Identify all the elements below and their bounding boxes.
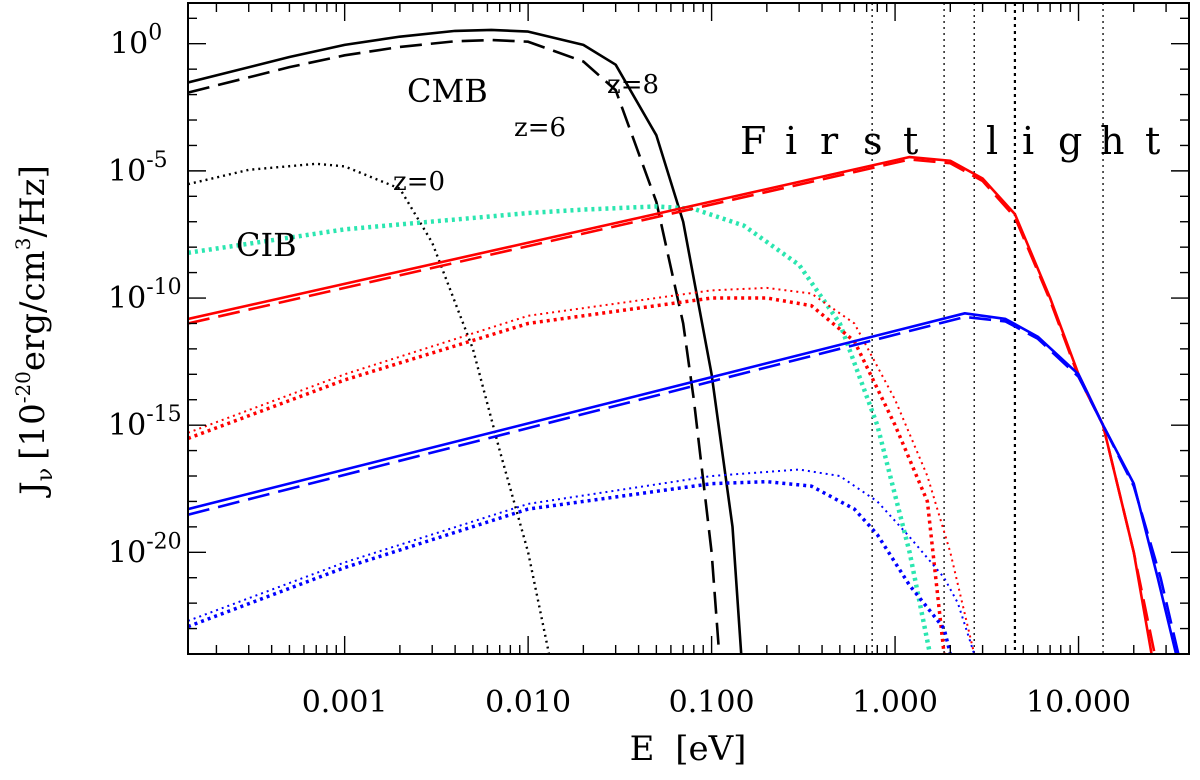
y-axis-exponent: -20 xyxy=(11,371,35,403)
ticks xyxy=(188,3,1190,655)
series-line xyxy=(188,204,933,654)
first-light-letter: l xyxy=(986,119,998,163)
y-tick-label: 100 xyxy=(110,21,162,62)
y-tick-label: 10-5 xyxy=(108,148,168,189)
series-line xyxy=(188,162,551,654)
x-tick-label: 0.010 xyxy=(485,685,571,720)
series-line xyxy=(188,315,1180,654)
cib-label: CIB xyxy=(236,226,297,264)
series-line xyxy=(188,286,976,654)
first-light-letter: g xyxy=(1058,119,1082,163)
cmb-label: CMB xyxy=(407,72,488,110)
y-tick-label: 10-10 xyxy=(108,275,182,316)
z6-label: z=6 xyxy=(514,113,566,143)
y-axis-symbol: J xyxy=(13,481,53,498)
series-line xyxy=(188,28,743,654)
y-axis-title: Jν[10-20erg/cm3/Hz] xyxy=(11,165,58,498)
series-line xyxy=(188,479,953,654)
y-axis-exponent-3: 3 xyxy=(11,237,35,250)
y-axis-subscript: ν xyxy=(33,468,58,481)
y-tick-label: 10-15 xyxy=(108,402,182,443)
x-tick-labels: 0.001 0.010 0.100 1.000 10.000 xyxy=(302,685,1131,720)
first-light-letter: t xyxy=(1145,119,1160,163)
series-line xyxy=(188,38,721,654)
y-axis-unit-a: erg/cm xyxy=(13,250,53,371)
x-tick-label: 0.100 xyxy=(669,685,755,720)
x-axis-title-unit: [eV] xyxy=(675,729,746,769)
first-light-letter: h xyxy=(1100,119,1124,163)
series-line xyxy=(188,158,1156,654)
first-light-letter: i xyxy=(1022,119,1034,163)
y-tick-label: 10-20 xyxy=(108,529,182,570)
first-light-letter: t xyxy=(903,119,918,163)
first-light-label: F i r s t l i g h t xyxy=(740,119,1160,163)
x-axis-title: E [eV] xyxy=(630,729,747,769)
z8-label: z=8 xyxy=(607,70,659,100)
x-axis-title-base: E xyxy=(630,729,655,769)
z0-label: z=0 xyxy=(393,167,445,197)
first-light-letter: r xyxy=(820,119,839,163)
first-light-letter: i xyxy=(785,119,797,163)
x-tick-label: 1.000 xyxy=(852,685,938,720)
first-light-letter: F xyxy=(740,119,766,163)
series-line xyxy=(188,312,1178,654)
y-tick-labels: 100 10-5 10-10 10-15 10-20 xyxy=(108,21,182,571)
y-axis-base: 10 xyxy=(13,403,53,446)
first-light-letter: s xyxy=(863,119,883,163)
series-line xyxy=(188,296,946,654)
plot-frame xyxy=(187,2,1190,655)
y-axis-unit-b: /Hz xyxy=(13,178,53,237)
series-line xyxy=(188,468,976,654)
vertical-lines xyxy=(871,3,1104,654)
x-tick-label: 10.000 xyxy=(1026,685,1131,720)
series-layer xyxy=(188,28,1180,654)
series-line xyxy=(188,155,1153,654)
x-tick-label: 0.001 xyxy=(302,685,388,720)
